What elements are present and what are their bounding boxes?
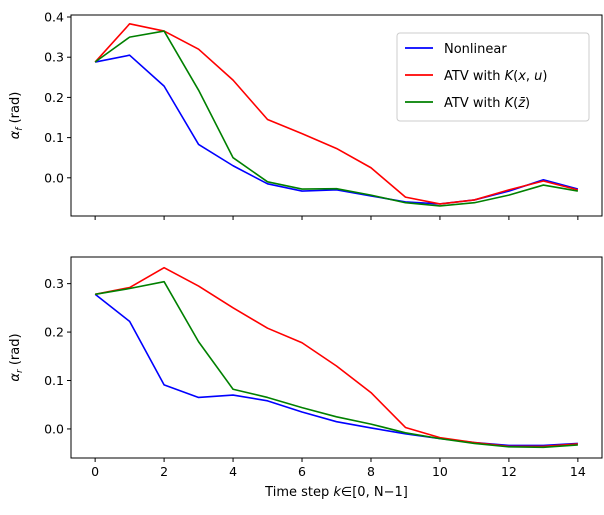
legend-text-part: ATV with [444,96,505,111]
legend-text-part: ) [525,96,530,111]
y-label-symbol: α [8,130,23,139]
legend-text-part: K [505,96,515,111]
x-axis-label: Time step k∈[0, N−1] [264,485,408,500]
y-label-subscript: f [15,126,25,131]
x-tick-label: 6 [298,464,306,479]
legend-text-part: K [505,69,515,84]
legend-box [396,32,590,122]
y-tick-label: 0.1 [44,130,64,145]
legend-label-2: ATV with K(x, u) [444,69,547,84]
y-label-symbol: α [8,373,23,382]
subplot-rear: 0 2 4 6 8 10 12 14 0.0 0.1 0.2 0.3 αr (rad) Time step… [8,256,603,500]
x-tick-label: 2 [160,464,168,479]
y-tick-label: 0.2 [44,325,64,340]
legend-text-part: x [517,69,526,84]
y-tick-label: 0.3 [44,276,64,291]
y-tick-label: 0.0 [44,170,64,185]
x-label-var: k [333,485,341,500]
series-line-3 [95,280,578,449]
y-label-subscript: r [15,368,25,373]
x-tick-label: 0 [91,464,99,479]
legend-text-part: , [526,69,534,84]
y-tick-label: 0.1 [44,373,64,388]
x-tick-label: 12 [501,464,517,479]
y-tick-label: 0.2 [44,90,64,105]
y-tick-label: 0.3 [44,50,64,65]
legend-label-3: ATV with K(z̄) [444,96,530,111]
y-tick-label: 0.0 [44,421,64,436]
legend-text-part: ATV with [444,69,505,84]
axes-frame [70,14,603,217]
y-tick-label: 0.4 [44,10,64,25]
axes-frame [70,256,603,459]
series-line-2 [94,23,579,205]
series-line-2 [94,266,578,448]
legend-text-part: ) [542,69,547,84]
y-axis-label: αf (rad) [8,92,25,140]
x-tick-label: 4 [229,464,237,479]
legend-text-part: u [534,69,542,84]
legend-text-part: z̄ [517,96,526,111]
x-tick-label: 14 [570,464,586,479]
x-label-in: ∈ [341,485,352,500]
x-tick-label: 8 [367,464,375,479]
legend-text-part: ( [513,69,518,84]
x-label-text: Time step [264,485,333,500]
legend-text-part: Nonlinear [444,42,507,57]
legend-label-1: Nonlinear [444,42,507,57]
x-label-range: [0, N−1] [352,485,408,500]
x-tick-label: 10 [432,464,448,479]
series-line-3 [94,30,578,207]
y-label-unit: (rad) [8,333,23,369]
y-axis-label: αr (rad) [8,333,25,381]
y-label-unit: (rad) [8,92,23,128]
series-line-1 [94,293,578,447]
subplot-front: 0.0 0.1 0.2 0.3 0.4 αf (rad) Nonlinear ATV with… [8,10,603,220]
legend-text-part: ( [513,96,518,111]
